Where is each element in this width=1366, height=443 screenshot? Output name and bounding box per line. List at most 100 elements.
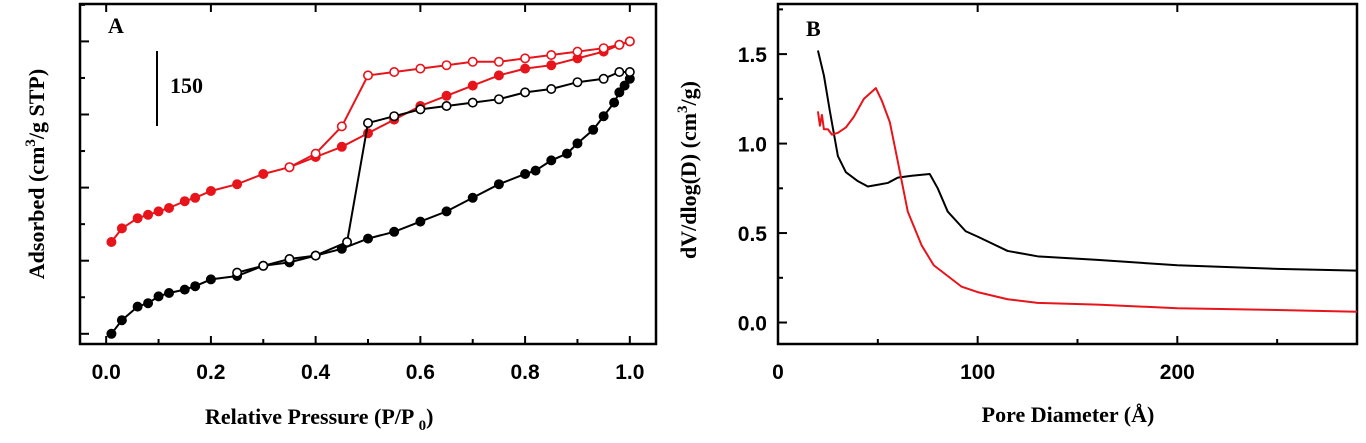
data-point xyxy=(284,254,295,265)
data-point xyxy=(362,70,373,81)
data-point xyxy=(116,315,127,326)
data-point xyxy=(467,56,478,67)
panel-b-y-label-sup: 3 xyxy=(675,105,691,113)
data-point xyxy=(493,94,504,105)
data-point xyxy=(116,223,127,234)
data-point xyxy=(520,169,531,180)
data-point xyxy=(143,209,154,220)
panel-a-y-label-post: /g STP) xyxy=(24,69,49,140)
panel-b-y-axis-label: dV/dlog(D) (cm3/g) xyxy=(675,81,701,259)
panel-a-x-tick-label: 0.4 xyxy=(301,361,331,384)
data-point xyxy=(441,90,452,101)
panel-a-x-label-close: ) xyxy=(426,404,433,429)
data-point xyxy=(572,46,583,57)
panel-b-y-tick-label: 0.5 xyxy=(738,223,768,246)
data-point xyxy=(342,237,353,248)
data-point xyxy=(336,121,347,132)
data-point xyxy=(441,60,452,71)
data-point xyxy=(614,67,625,78)
data-point xyxy=(493,179,504,190)
data-point xyxy=(310,250,321,261)
data-point xyxy=(190,192,201,203)
panel-b: B 0.0 0.5 1.0 1.5 0 100 200 dV/dlog(D) (cm3/g… xyxy=(675,2,1359,427)
data-point xyxy=(310,148,321,159)
data-point xyxy=(546,84,557,95)
pore-series-line-1 xyxy=(816,87,1358,313)
data-point xyxy=(258,260,269,271)
panel-b-y-label-post: /g) xyxy=(676,81,701,106)
data-point xyxy=(441,206,452,217)
panel-b-y-tick-label: 1.5 xyxy=(738,44,768,67)
data-point xyxy=(561,148,572,159)
data-point xyxy=(609,97,620,108)
data-point xyxy=(132,213,143,224)
panel-a-x-axis-label: Relative Pressure (P/P 0) xyxy=(205,404,433,434)
data-point xyxy=(520,63,531,74)
data-point xyxy=(258,169,269,180)
data-point xyxy=(588,124,599,135)
data-point xyxy=(467,97,478,108)
panel-a-label: A xyxy=(108,13,124,38)
panel-a-x-tick-label: 0.8 xyxy=(510,361,540,384)
data-point xyxy=(546,60,557,71)
data-point xyxy=(284,162,295,173)
data-point xyxy=(614,87,625,98)
panel-b-x-ticks: 0 100 200 xyxy=(772,4,1279,384)
panel-a-x-tick-label: 0.0 xyxy=(92,361,121,384)
data-point xyxy=(415,216,426,227)
series-line-3 xyxy=(236,71,630,274)
panel-a-y-axis-label: Adsorbed (cm3/g STP) xyxy=(23,69,49,279)
data-point xyxy=(205,274,216,285)
panel-b-x-axis-label: Pore Diameter (Å) xyxy=(982,402,1155,427)
data-point xyxy=(598,43,609,54)
panel-b-y-tick-label: 0.0 xyxy=(738,313,767,336)
series-line-2 xyxy=(110,78,631,335)
data-point xyxy=(153,291,164,302)
data-point xyxy=(232,267,243,278)
data-point xyxy=(143,298,154,309)
data-point xyxy=(389,67,400,78)
panel-a-y-ticks xyxy=(80,3,89,335)
data-point xyxy=(546,49,557,60)
panel-b-y-tick-label: 1.0 xyxy=(738,134,767,157)
panel-b-y-ticks: 0.0 0.5 1.0 1.5 xyxy=(738,8,787,336)
data-point xyxy=(106,328,117,339)
panel-b-x-tick-label: 100 xyxy=(960,361,995,384)
panel-a: A 150 0.0 0.2 0.4 0.6 0.8 1.0 Adsorbed (cm3/g… xyxy=(23,2,658,434)
data-point xyxy=(572,138,583,149)
panel-a-y-label-sup: 3 xyxy=(23,139,39,147)
data-point xyxy=(520,87,531,98)
panel-a-x-label-sub: 0 xyxy=(419,418,427,434)
data-point xyxy=(493,56,504,67)
panel-b-series xyxy=(816,50,1358,313)
data-point xyxy=(530,165,541,176)
data-point xyxy=(106,237,117,248)
data-point xyxy=(493,70,504,81)
data-point xyxy=(164,203,175,214)
panel-b-label: B xyxy=(806,16,821,41)
data-point xyxy=(362,233,373,244)
panel-a-series xyxy=(106,36,635,339)
panel-b-frame xyxy=(776,2,1359,346)
panel-a-y-label-pre: Adsorbed (cm xyxy=(24,147,49,280)
data-point xyxy=(132,301,143,312)
data-point xyxy=(614,39,625,50)
panel-b-x-tick-label: 200 xyxy=(1160,361,1195,384)
data-point xyxy=(520,53,531,64)
data-point xyxy=(624,36,635,47)
data-point xyxy=(624,67,635,78)
data-point xyxy=(467,80,478,91)
panel-a-x-tick-label: 0.2 xyxy=(196,361,225,384)
data-point xyxy=(179,196,190,207)
panel-a-x-tick-label: 0.6 xyxy=(406,361,435,384)
data-point xyxy=(389,111,400,122)
data-point xyxy=(546,155,557,166)
data-point xyxy=(619,80,630,91)
data-point xyxy=(205,186,216,197)
data-point xyxy=(572,77,583,88)
panel-a-x-label-main: Relative Pressure (P/P xyxy=(205,404,419,429)
data-point xyxy=(415,104,426,115)
data-point xyxy=(336,141,347,152)
data-point xyxy=(362,118,373,129)
